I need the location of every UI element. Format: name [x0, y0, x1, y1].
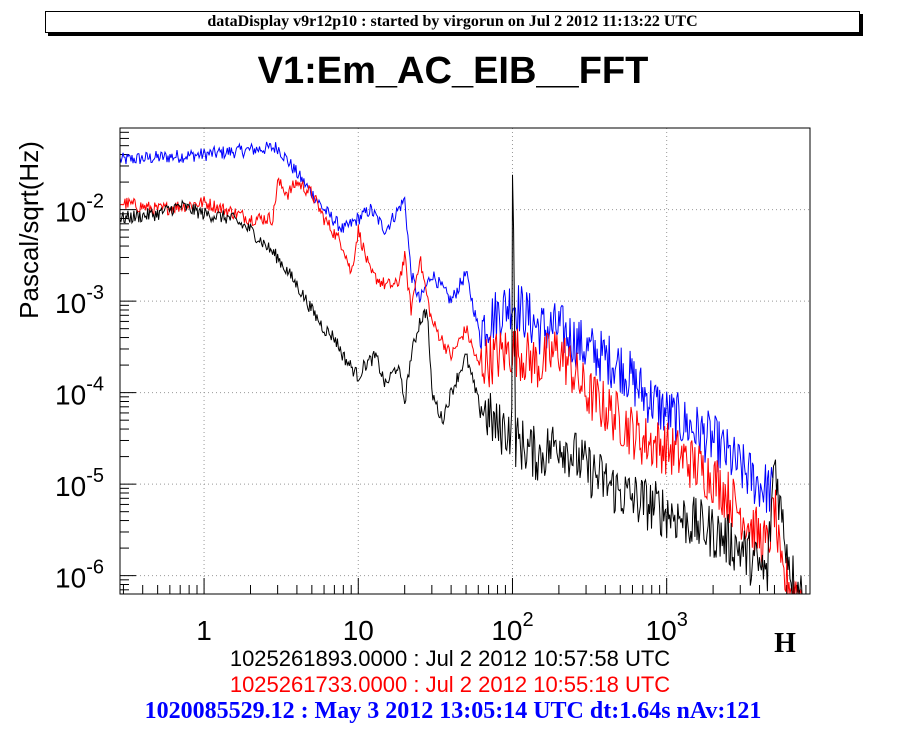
x-axis-label: H: [774, 628, 796, 659]
y-tick-label: 10-6: [55, 557, 104, 594]
x-tick-label: 103: [646, 609, 688, 646]
x-tick-label: 1: [196, 615, 212, 646]
legend-red: 1025261733.0000 : Jul 2 2012 10:55:18 UT…: [229, 672, 671, 697]
series-line-2: [119, 174, 805, 595]
x-tick-label: 102: [491, 609, 533, 646]
y-tick-label: 10-3: [55, 282, 104, 319]
y-tick-label: 10-2: [55, 191, 104, 228]
x-tick-label: 10: [343, 615, 374, 646]
series-line-1: [119, 177, 805, 595]
y-tick-label: 10-4: [55, 374, 104, 411]
y-axis-label: Pascal/sqrt(Hz): [14, 141, 44, 319]
y-tick-label: 10-5: [55, 465, 104, 502]
legend-blue: 1020085529.12 : May 3 2012 13:05:14 UTC …: [144, 698, 762, 724]
plot-frame: [119, 127, 811, 595]
series-line-0: [119, 141, 774, 513]
chart-title: V1:Em_AC_EIB__FFT: [257, 50, 649, 92]
legend-black: 1025261893.0000 : Jul 2 2012 10:57:58 UT…: [229, 646, 671, 671]
app-banner: dataDisplay v9r12p10 : started by virgor…: [45, 11, 860, 33]
